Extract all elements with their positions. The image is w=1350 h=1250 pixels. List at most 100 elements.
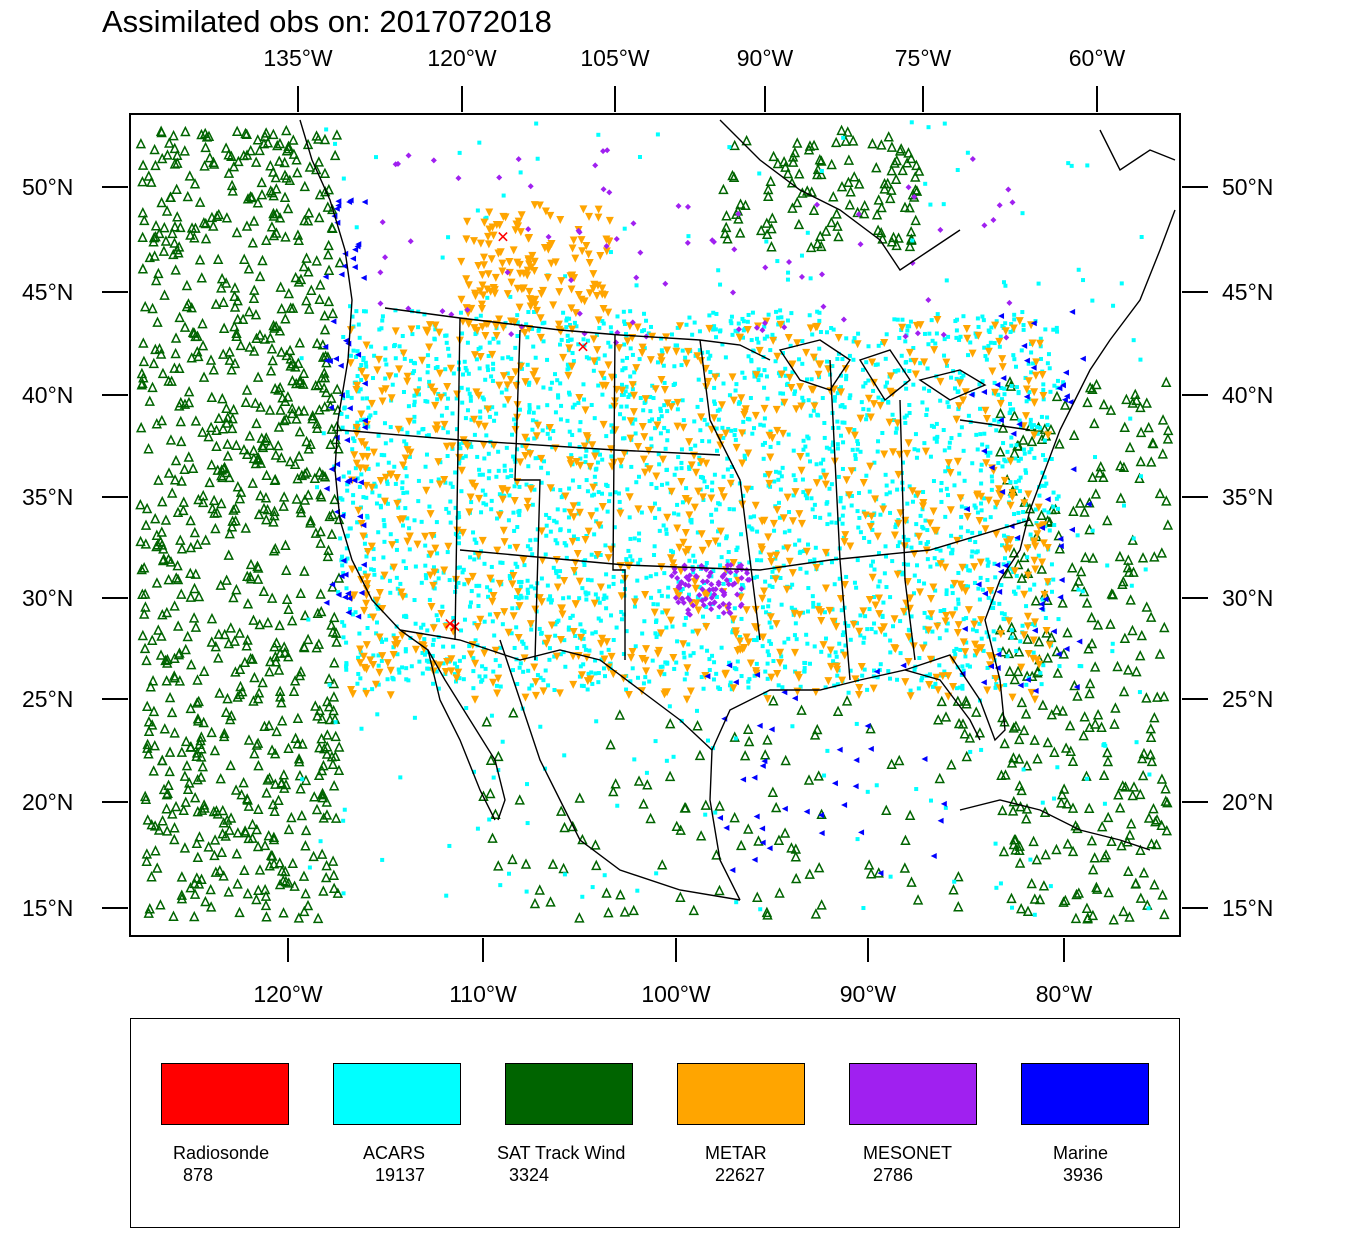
metar-point: [653, 649, 662, 658]
acars-point: [1049, 562, 1054, 567]
acars-point: [404, 442, 409, 447]
acars-point: [937, 636, 942, 641]
metar-point: [362, 689, 371, 698]
metar-point: [1035, 660, 1044, 669]
sat-track-wind-point: [275, 281, 286, 292]
metar-point: [924, 626, 933, 635]
acars-point: [1043, 457, 1048, 462]
metar-point: [389, 651, 398, 660]
sat-track-wind-point: [251, 417, 262, 429]
metar-point: [769, 336, 778, 345]
acars-point: [652, 553, 657, 558]
sat-track-wind-point: [206, 612, 218, 624]
sat-track-wind-point: [283, 742, 294, 754]
acars-point: [761, 423, 766, 428]
acars-point: [844, 574, 849, 579]
metar-point: [793, 339, 802, 348]
sat-track-wind-point: [1135, 844, 1146, 855]
acars-point: [445, 453, 450, 458]
metar-point: [623, 337, 632, 346]
acars-point: [423, 464, 428, 469]
acars-point: [714, 671, 719, 676]
acars-point: [467, 391, 472, 396]
sat-track-wind-point: [160, 514, 172, 525]
metar-point: [393, 499, 402, 508]
sat-track-wind-point: [1123, 865, 1134, 877]
metar-point: [448, 442, 457, 451]
sat-track-wind-point: [265, 365, 277, 376]
acars-point: [466, 371, 471, 376]
metar-point: [441, 668, 450, 677]
acars-point: [989, 474, 994, 479]
acars-point: [866, 407, 871, 412]
acars-point: [986, 328, 991, 333]
metar-point: [521, 433, 530, 442]
sat-track-wind-point: [1078, 729, 1089, 741]
acars-point: [367, 415, 372, 420]
sat-track-wind-point: [315, 588, 326, 599]
acars-point: [543, 668, 548, 673]
metar-point: [795, 610, 804, 619]
metar-point: [458, 317, 467, 326]
acars-point: [822, 610, 827, 615]
acars-point: [912, 667, 917, 672]
sat-track-wind-point: [260, 899, 272, 911]
sat-track-wind-point: [167, 227, 178, 239]
metar-point: [595, 521, 604, 530]
metar-point: [829, 617, 838, 626]
sat-track-wind-point: [264, 860, 275, 871]
metar-point: [362, 641, 371, 650]
metar-point: [814, 370, 823, 379]
metar-point: [672, 347, 681, 356]
acars-point: [435, 397, 440, 402]
sat-track-wind-point: [791, 196, 803, 208]
acars-point: [714, 448, 719, 453]
metar-point: [544, 245, 553, 254]
acars-point: [813, 514, 818, 519]
metar-point: [824, 677, 833, 686]
metar-point: [625, 562, 634, 571]
metar-point: [488, 597, 497, 606]
acars-point: [513, 345, 518, 350]
sat-track-wind-point: [547, 858, 559, 869]
acars-point: [1043, 327, 1048, 332]
sat-track-wind-point: [1031, 853, 1043, 865]
acars-point: [1009, 566, 1014, 571]
metar-point: [660, 386, 669, 395]
sat-track-wind-point: [172, 573, 184, 585]
sat-track-wind-point: [700, 799, 711, 810]
metar-point: [537, 454, 546, 463]
metar-point: [955, 379, 964, 388]
metar-point: [555, 689, 564, 698]
sat-track-wind-point: [267, 850, 278, 861]
acars-point: [872, 621, 877, 626]
acars-point: [350, 314, 355, 319]
acars-point: [944, 278, 949, 283]
metar-point: [578, 247, 587, 256]
acars-point: [653, 739, 658, 744]
sat-track-wind-point: [161, 675, 172, 686]
acars-point: [649, 444, 654, 449]
acars-point: [1020, 310, 1025, 315]
acars-point: [570, 351, 575, 356]
sat-track-wind-point: [292, 712, 304, 724]
acars-point: [892, 317, 897, 322]
sat-track-wind-point: [139, 214, 150, 226]
acars-point: [492, 418, 497, 423]
acars-point: [476, 604, 481, 609]
metar-point: [729, 396, 738, 405]
sat-track-wind-point: [307, 410, 318, 421]
sat-track-wind-point: [1154, 648, 1166, 659]
sat-track-wind-point: [849, 171, 860, 182]
acars-point: [893, 525, 898, 530]
metar-point: [372, 596, 381, 605]
acars-point: [341, 635, 346, 640]
metar-point: [546, 484, 555, 493]
acars-point: [841, 505, 846, 510]
metar-point: [593, 550, 602, 559]
sat-track-wind-point: [897, 164, 908, 176]
sat-track-wind-point: [906, 876, 917, 887]
sat-track-wind-point: [323, 264, 335, 275]
acars-point: [460, 400, 465, 405]
sat-track-wind-point: [766, 222, 777, 234]
